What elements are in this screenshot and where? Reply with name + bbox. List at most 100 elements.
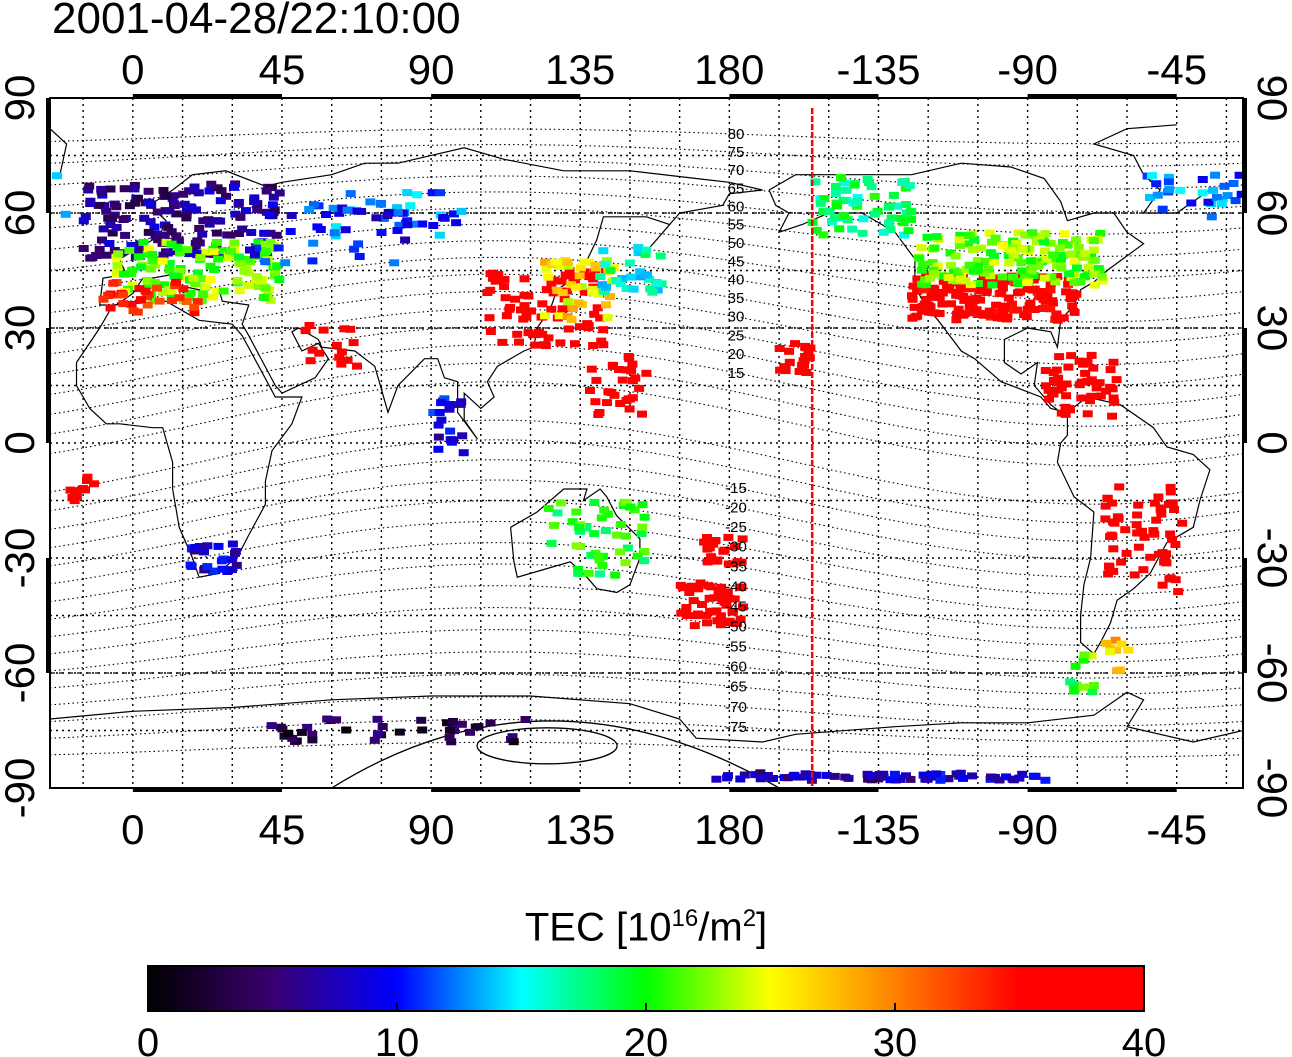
tec-cell [621, 285, 632, 292]
tec-cell [537, 330, 548, 338]
tec-cell [983, 265, 994, 273]
contour-line [50, 419, 1243, 505]
tec-observations [52, 171, 1243, 784]
tec-cell [234, 230, 244, 237]
tec-cell [192, 298, 203, 306]
tec-cell [375, 200, 386, 208]
tec-cell [1052, 273, 1063, 281]
tec-cell [251, 244, 262, 252]
tec-cell [1007, 300, 1017, 308]
contour-line [50, 144, 1243, 167]
tec-cell [1037, 305, 1048, 312]
tec-cell [1063, 363, 1074, 371]
tec-cell [499, 283, 510, 291]
tec-cell [133, 194, 143, 202]
tec-cell [205, 262, 216, 270]
tec-cell [615, 548, 625, 556]
tec-cell [929, 293, 940, 301]
tec-cell [928, 266, 939, 274]
tec-cell [1022, 279, 1033, 286]
tec-cell [886, 214, 897, 222]
tec-cell [185, 289, 196, 297]
tec-cell [1006, 247, 1017, 255]
tec-cell [1133, 501, 1144, 509]
tec-cell [80, 213, 91, 221]
tec-cell [1065, 295, 1076, 302]
tec-cell [485, 270, 496, 278]
tec-cell [514, 338, 524, 346]
tec-cell [174, 294, 185, 302]
tec-cell [407, 220, 418, 228]
tec-cell [636, 530, 647, 537]
tec-cell [185, 561, 196, 569]
tec-cell [1164, 186, 1175, 194]
tec-cell [451, 219, 462, 227]
tec-cell [840, 773, 851, 781]
tec-cell [579, 288, 590, 296]
tec-cell [647, 288, 658, 296]
contour-label: 70 [728, 162, 745, 179]
tec-cell [1100, 502, 1111, 510]
tec-cell [1165, 530, 1176, 538]
tec-cell [1032, 238, 1042, 246]
tec-cell [575, 264, 586, 272]
tec-cell [1161, 559, 1172, 567]
tec-cell [798, 357, 809, 365]
tec-cell [637, 523, 648, 531]
tec-cell [261, 247, 272, 255]
tec-cell [448, 718, 458, 725]
tec-cell [1064, 270, 1074, 278]
coast-africa [75, 300, 303, 578]
tec-cell [1058, 251, 1069, 259]
bottom-axis-label: -90 [997, 806, 1058, 853]
tec-cell [1080, 250, 1091, 258]
tec-cell [1156, 504, 1167, 512]
tec-cell [93, 201, 104, 209]
tec-cell [1060, 403, 1071, 411]
tec-cell [501, 312, 512, 320]
tec-cell [392, 204, 403, 212]
tec-cell [819, 195, 830, 203]
tec-cell [832, 202, 843, 210]
tec-cell [136, 263, 146, 271]
tec-cell [217, 565, 228, 573]
tec-cell [780, 363, 791, 371]
tec-cell [750, 771, 761, 779]
tec-cell [934, 294, 945, 301]
tec-cell [259, 251, 270, 259]
tec-cell [456, 720, 467, 728]
tec-cell [985, 272, 996, 280]
tec-cell [266, 722, 277, 730]
tec-cell [897, 178, 908, 186]
coastlines [50, 124, 1243, 743]
tec-cell [906, 207, 917, 215]
tec-cell [1076, 378, 1087, 386]
tec-cell [612, 531, 623, 539]
contour-line [50, 459, 1243, 542]
tec-cell [376, 229, 387, 236]
tec-cell [1236, 190, 1243, 198]
tec-cell [899, 231, 910, 239]
tec-cell [917, 260, 928, 268]
coast-south-america [1056, 396, 1211, 655]
tec-cell [563, 325, 574, 333]
colorbar-tick-label: 30 [873, 1021, 918, 1057]
tec-cell [1028, 276, 1039, 284]
tec-cell [907, 295, 918, 303]
tec-cell [1104, 562, 1114, 570]
tec-cell [693, 610, 704, 618]
tec-cell [448, 436, 458, 444]
tec-cell [215, 197, 226, 205]
tec-cell [265, 239, 276, 246]
tec-cell [973, 262, 984, 270]
tec-cell [158, 251, 169, 259]
tec-cell [126, 241, 137, 249]
tec-cell [583, 324, 594, 332]
tec-cell [873, 775, 884, 783]
tec-cell [433, 421, 444, 429]
top-axis-label: 180 [694, 46, 764, 93]
tec-cell [280, 259, 291, 267]
tec-cell [610, 571, 621, 579]
tec-cell [1056, 255, 1066, 263]
tec-cell [589, 310, 600, 318]
